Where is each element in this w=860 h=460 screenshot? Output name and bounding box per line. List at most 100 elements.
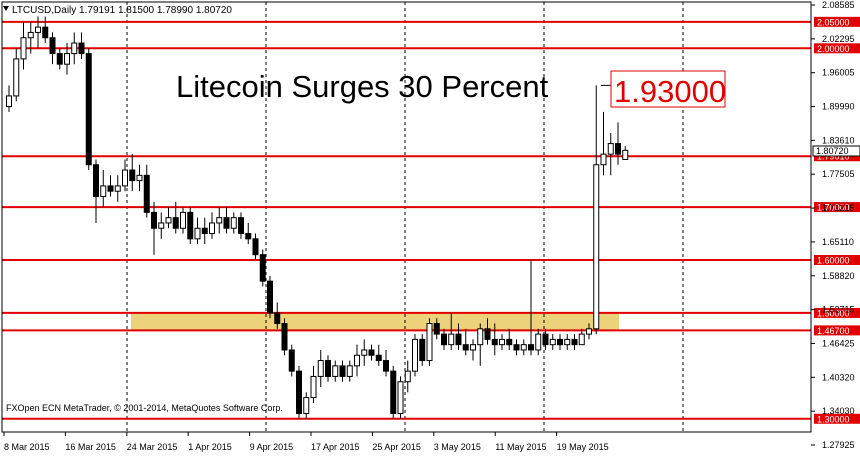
candle-up — [332, 365, 339, 377]
candle-down — [433, 323, 440, 335]
candle-up — [622, 149, 629, 160]
candle-up — [64, 53, 70, 65]
candle-up — [20, 37, 27, 60]
candle-up — [310, 375, 317, 399]
x-tick-label: 1 Apr 2015 — [188, 442, 232, 452]
candle-up — [412, 338, 418, 372]
candle-up — [180, 211, 186, 229]
candle-up — [6, 95, 12, 108]
candle-up — [158, 222, 165, 229]
candle-up — [448, 333, 455, 346]
candle-down — [375, 354, 382, 362]
y-tick-label: 1.58820 — [822, 271, 855, 281]
level-label: 1.50000 — [817, 308, 850, 318]
candle-down — [513, 344, 520, 351]
candle-down — [455, 333, 462, 346]
candle-down — [172, 217, 179, 229]
x-tick-label: 3 May 2015 — [434, 442, 481, 452]
candle-down — [201, 227, 208, 235]
callout-box — [610, 70, 726, 108]
triangle-down-icon[interactable] — [3, 6, 9, 11]
y-tick-label: 1.96005 — [822, 68, 855, 78]
axis-layer: 2.08585 2.02295 1.96005 1.89990 1.83610 1.775… — [1, 0, 855, 452]
candle-up — [209, 222, 215, 235]
candle-up — [520, 344, 527, 351]
candle-down — [557, 338, 563, 346]
current-price-tag — [812, 145, 860, 157]
candle-up — [477, 328, 484, 346]
candle-up — [586, 328, 592, 335]
candle-down — [274, 312, 281, 325]
candle-up — [122, 169, 128, 187]
x-tick-label: 19 May 2015 — [557, 442, 609, 452]
level-label: 1.46700 — [817, 326, 850, 336]
candle-up — [578, 333, 585, 346]
x-tick-label: 8 Mar 2015 — [4, 442, 50, 452]
candle-down — [143, 174, 150, 213]
support-zone-layer — [131, 312, 619, 331]
candle-down — [259, 254, 266, 282]
candle-up — [600, 153, 607, 166]
candle-up — [71, 42, 78, 55]
candle-down — [267, 280, 273, 314]
candle-down — [129, 169, 136, 182]
footer-copyright: FXOpen ECN MetaTrader, © 2001-2014, Meta… — [6, 403, 283, 413]
candle-up — [354, 354, 360, 367]
x-tick-label: 11 May 2015 — [495, 442, 546, 452]
candle-down — [339, 365, 346, 377]
candle-down — [615, 143, 621, 155]
level-label: 2.05000 — [817, 17, 850, 27]
level-label-bg — [814, 307, 860, 318]
y-tick-label: 1.71215 — [822, 203, 855, 213]
x-tick-label: 17 Apr 2015 — [311, 442, 360, 452]
candle-up — [303, 397, 310, 414]
candle-up — [404, 370, 411, 383]
candle-up — [535, 333, 542, 351]
candle-down — [49, 37, 56, 55]
y-tick-label: 2.08585 — [822, 0, 855, 10]
level-label-bg — [814, 43, 860, 54]
candle-down — [187, 211, 194, 240]
y-tick-label: 1.46425 — [822, 338, 855, 348]
level-label-bg — [814, 16, 860, 27]
headline: Litecoin Surges 30 Percent — [176, 69, 549, 104]
candle-down — [296, 370, 302, 414]
candle-up — [35, 26, 41, 33]
candle-up — [194, 227, 201, 240]
candle-up — [499, 338, 505, 346]
candle-down — [491, 338, 498, 346]
candle-up — [216, 217, 223, 224]
candle-up — [317, 360, 324, 377]
level-label-bg — [814, 202, 860, 213]
y-tick-label: 1.27925 — [822, 440, 855, 450]
candle-down — [281, 323, 288, 351]
y-tick-label: 2.02295 — [822, 34, 855, 44]
candle-down — [441, 333, 447, 346]
candle-down — [288, 349, 295, 372]
candle-up — [346, 365, 353, 377]
candle-up — [564, 338, 571, 346]
candle-down — [462, 344, 469, 351]
level-label-bg — [814, 325, 860, 336]
y-tick-label: 1.52715 — [822, 305, 855, 315]
grid-layer — [126, 2, 684, 432]
level-label: 1.79610 — [817, 152, 850, 162]
level-label-bg — [814, 255, 860, 265]
y-tick-label: 1.83610 — [822, 135, 855, 145]
candle-up — [136, 174, 143, 182]
candle-down — [56, 53, 63, 65]
candle-up — [397, 381, 404, 414]
level-label: 1.60000 — [817, 256, 850, 266]
candle-down — [528, 344, 534, 351]
candle-up — [361, 349, 368, 356]
y-tick-label: 1.34030 — [822, 406, 855, 416]
candle-down — [93, 164, 99, 197]
candle-down — [368, 349, 375, 356]
x-tick-label: 9 Apr 2015 — [250, 442, 294, 452]
y-tick-label: 1.77505 — [822, 169, 855, 179]
candle-up — [470, 344, 476, 351]
plot-frame — [1, 1, 812, 433]
candle-up — [165, 217, 172, 224]
